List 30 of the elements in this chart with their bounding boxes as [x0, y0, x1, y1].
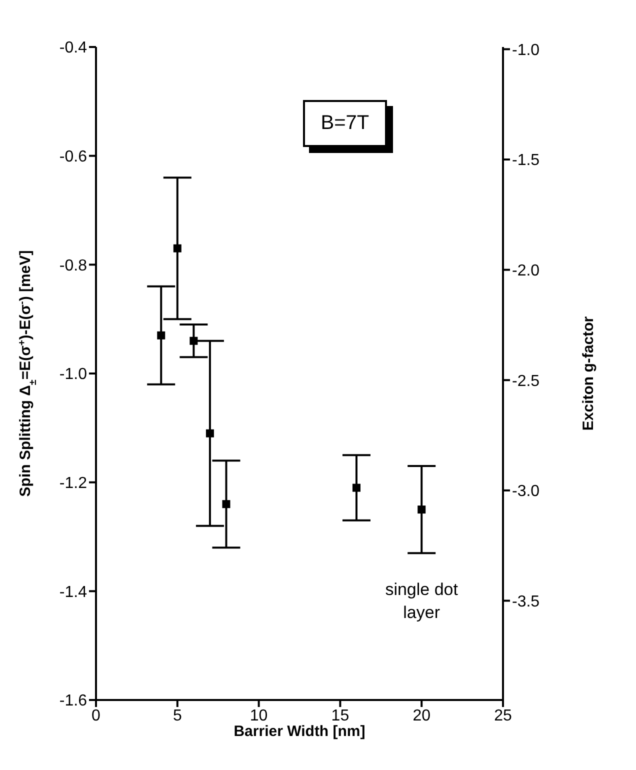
x-axis-title: Barrier Width [nm] — [234, 723, 366, 740]
y2-tick-label: -2.5 — [512, 372, 540, 390]
x-tick-label: 10 — [250, 707, 268, 724]
y-tick-label: -0.6 — [59, 148, 88, 166]
x-tick-label: 25 — [494, 707, 512, 724]
y2-axis-title: Exciton g-factor — [580, 316, 597, 431]
y-tick-label: -0.8 — [59, 257, 88, 274]
y-tick-label: -0.4 — [59, 40, 88, 57]
x-tick-label: 20 — [412, 707, 431, 724]
point — [206, 429, 214, 438]
point — [222, 500, 230, 508]
x-tick-label: 5 — [172, 707, 182, 724]
y2-tick-label: -3.5 — [512, 593, 540, 610]
point — [418, 506, 426, 514]
point — [173, 244, 182, 252]
x-tick-label: 15 — [331, 707, 350, 724]
annotation: single dot layer — [384, 579, 459, 624]
y2-tick-label: -1.5 — [512, 152, 540, 170]
y-tick-label: -1.2 — [59, 475, 88, 492]
y2-tick-label: -3.0 — [512, 483, 540, 500]
y2-tick-label: -2.0 — [512, 262, 540, 280]
y2-tick-label: -1.0 — [512, 42, 540, 59]
annotation: B=7T — [302, 100, 388, 147]
point — [352, 484, 360, 492]
point — [190, 336, 198, 345]
x-tick-label: 0 — [92, 707, 101, 724]
point — [157, 331, 166, 340]
y-tick-label: -1.0 — [59, 366, 88, 384]
y-tick-label: -1.4 — [59, 584, 88, 601]
y-tick-label: -1.6 — [59, 692, 88, 710]
